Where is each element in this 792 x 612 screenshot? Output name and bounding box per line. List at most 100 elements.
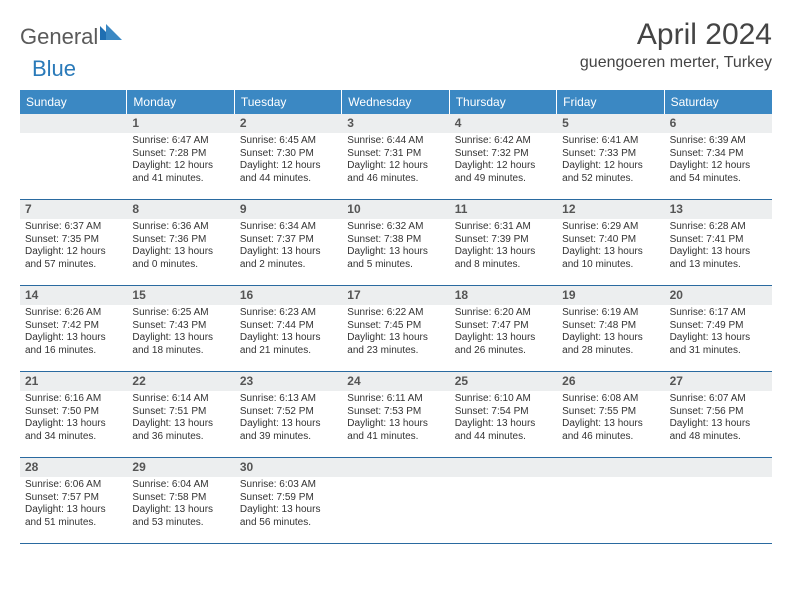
calendar-cell: 3Sunrise: 6:44 AMSunset: 7:31 PMDaylight… [342, 114, 449, 200]
day-number: 20 [665, 286, 772, 305]
brand-part2: Blue [32, 56, 76, 82]
daylight-text: Daylight: 13 hours and 2 minutes. [240, 246, 337, 271]
daylight-text: Daylight: 13 hours and 21 minutes. [240, 332, 337, 357]
daylight-text: Daylight: 12 hours and 57 minutes. [25, 246, 122, 271]
weekday-header: Friday [557, 90, 664, 114]
calendar-cell: 20Sunrise: 6:17 AMSunset: 7:49 PMDayligh… [665, 286, 772, 372]
day-number: 30 [235, 458, 342, 477]
sunrise-text: Sunrise: 6:04 AM [132, 479, 229, 492]
calendar-cell: 2Sunrise: 6:45 AMSunset: 7:30 PMDaylight… [235, 114, 342, 200]
day-number [557, 458, 664, 477]
calendar-cell: 19Sunrise: 6:19 AMSunset: 7:48 PMDayligh… [557, 286, 664, 372]
day-number: 27 [665, 372, 772, 391]
calendar-cell: 28Sunrise: 6:06 AMSunset: 7:57 PMDayligh… [20, 458, 127, 544]
daylight-text: Daylight: 13 hours and 8 minutes. [455, 246, 552, 271]
calendar-cell: 22Sunrise: 6:14 AMSunset: 7:51 PMDayligh… [127, 372, 234, 458]
sunrise-text: Sunrise: 6:26 AM [25, 307, 122, 320]
sunrise-text: Sunrise: 6:08 AM [562, 393, 659, 406]
calendar-cell [342, 458, 449, 544]
day-body: Sunrise: 6:39 AMSunset: 7:34 PMDaylight:… [665, 133, 772, 189]
brand-logo: General [20, 24, 122, 50]
sunset-text: Sunset: 7:48 PM [562, 320, 659, 333]
day-number: 6 [665, 114, 772, 133]
daylight-text: Daylight: 13 hours and 36 minutes. [132, 418, 229, 443]
calendar-cell: 1Sunrise: 6:47 AMSunset: 7:28 PMDaylight… [127, 114, 234, 200]
daylight-text: Daylight: 13 hours and 41 minutes. [347, 418, 444, 443]
sunset-text: Sunset: 7:34 PM [670, 148, 767, 161]
day-body: Sunrise: 6:13 AMSunset: 7:52 PMDaylight:… [235, 391, 342, 447]
sunset-text: Sunset: 7:31 PM [347, 148, 444, 161]
sunset-text: Sunset: 7:53 PM [347, 406, 444, 419]
sunrise-text: Sunrise: 6:29 AM [562, 221, 659, 234]
weekday-header: Sunday [20, 90, 127, 114]
sunset-text: Sunset: 7:50 PM [25, 406, 122, 419]
day-number: 18 [450, 286, 557, 305]
day-number: 10 [342, 200, 449, 219]
sunset-text: Sunset: 7:30 PM [240, 148, 337, 161]
day-body: Sunrise: 6:36 AMSunset: 7:36 PMDaylight:… [127, 219, 234, 275]
calendar-cell: 13Sunrise: 6:28 AMSunset: 7:41 PMDayligh… [665, 200, 772, 286]
calendar-cell: 21Sunrise: 6:16 AMSunset: 7:50 PMDayligh… [20, 372, 127, 458]
calendar-grid: 1Sunrise: 6:47 AMSunset: 7:28 PMDaylight… [20, 114, 772, 544]
calendar-cell: 8Sunrise: 6:36 AMSunset: 7:36 PMDaylight… [127, 200, 234, 286]
sunset-text: Sunset: 7:40 PM [562, 234, 659, 247]
daylight-text: Daylight: 13 hours and 18 minutes. [132, 332, 229, 357]
daylight-text: Daylight: 13 hours and 28 minutes. [562, 332, 659, 357]
calendar-cell: 26Sunrise: 6:08 AMSunset: 7:55 PMDayligh… [557, 372, 664, 458]
day-body: Sunrise: 6:32 AMSunset: 7:38 PMDaylight:… [342, 219, 449, 275]
sunrise-text: Sunrise: 6:28 AM [670, 221, 767, 234]
day-number: 4 [450, 114, 557, 133]
sunset-text: Sunset: 7:56 PM [670, 406, 767, 419]
weekday-header: Thursday [450, 90, 557, 114]
sunrise-text: Sunrise: 6:41 AM [562, 135, 659, 148]
calendar-cell [20, 114, 127, 200]
day-body: Sunrise: 6:17 AMSunset: 7:49 PMDaylight:… [665, 305, 772, 361]
day-body: Sunrise: 6:28 AMSunset: 7:41 PMDaylight:… [665, 219, 772, 275]
calendar-cell: 15Sunrise: 6:25 AMSunset: 7:43 PMDayligh… [127, 286, 234, 372]
day-body: Sunrise: 6:44 AMSunset: 7:31 PMDaylight:… [342, 133, 449, 189]
daylight-text: Daylight: 13 hours and 39 minutes. [240, 418, 337, 443]
sunrise-text: Sunrise: 6:45 AM [240, 135, 337, 148]
daylight-text: Daylight: 13 hours and 23 minutes. [347, 332, 444, 357]
sunrise-text: Sunrise: 6:47 AM [132, 135, 229, 148]
daylight-text: Daylight: 12 hours and 54 minutes. [670, 160, 767, 185]
day-number: 22 [127, 372, 234, 391]
weekday-header-row: Sunday Monday Tuesday Wednesday Thursday… [20, 90, 772, 114]
sunset-text: Sunset: 7:54 PM [455, 406, 552, 419]
brand-part1: General [20, 24, 98, 50]
daylight-text: Daylight: 13 hours and 31 minutes. [670, 332, 767, 357]
day-body [450, 477, 557, 483]
sunrise-text: Sunrise: 6:34 AM [240, 221, 337, 234]
sunset-text: Sunset: 7:51 PM [132, 406, 229, 419]
day-body: Sunrise: 6:08 AMSunset: 7:55 PMDaylight:… [557, 391, 664, 447]
day-number: 23 [235, 372, 342, 391]
day-body: Sunrise: 6:47 AMSunset: 7:28 PMDaylight:… [127, 133, 234, 189]
title-block: April 2024 guengoeren merter, Turkey [580, 18, 772, 72]
month-title: April 2024 [580, 18, 772, 52]
calendar-cell: 6Sunrise: 6:39 AMSunset: 7:34 PMDaylight… [665, 114, 772, 200]
day-body: Sunrise: 6:11 AMSunset: 7:53 PMDaylight:… [342, 391, 449, 447]
sunset-text: Sunset: 7:43 PM [132, 320, 229, 333]
day-body: Sunrise: 6:07 AMSunset: 7:56 PMDaylight:… [665, 391, 772, 447]
daylight-text: Daylight: 13 hours and 10 minutes. [562, 246, 659, 271]
daylight-text: Daylight: 12 hours and 44 minutes. [240, 160, 337, 185]
sunset-text: Sunset: 7:47 PM [455, 320, 552, 333]
day-number: 29 [127, 458, 234, 477]
day-number: 9 [235, 200, 342, 219]
sunset-text: Sunset: 7:44 PM [240, 320, 337, 333]
calendar-cell: 17Sunrise: 6:22 AMSunset: 7:45 PMDayligh… [342, 286, 449, 372]
daylight-text: Daylight: 13 hours and 51 minutes. [25, 504, 122, 529]
sunrise-text: Sunrise: 6:25 AM [132, 307, 229, 320]
daylight-text: Daylight: 12 hours and 46 minutes. [347, 160, 444, 185]
calendar-cell: 4Sunrise: 6:42 AMSunset: 7:32 PMDaylight… [450, 114, 557, 200]
calendar-cell: 25Sunrise: 6:10 AMSunset: 7:54 PMDayligh… [450, 372, 557, 458]
day-body: Sunrise: 6:45 AMSunset: 7:30 PMDaylight:… [235, 133, 342, 189]
sunset-text: Sunset: 7:52 PM [240, 406, 337, 419]
sunrise-text: Sunrise: 6:23 AM [240, 307, 337, 320]
sunset-text: Sunset: 7:38 PM [347, 234, 444, 247]
sunrise-text: Sunrise: 6:39 AM [670, 135, 767, 148]
daylight-text: Daylight: 13 hours and 26 minutes. [455, 332, 552, 357]
daylight-text: Daylight: 13 hours and 0 minutes. [132, 246, 229, 271]
day-number: 1 [127, 114, 234, 133]
calendar-page: General April 2024 guengoeren merter, Tu… [0, 0, 792, 554]
